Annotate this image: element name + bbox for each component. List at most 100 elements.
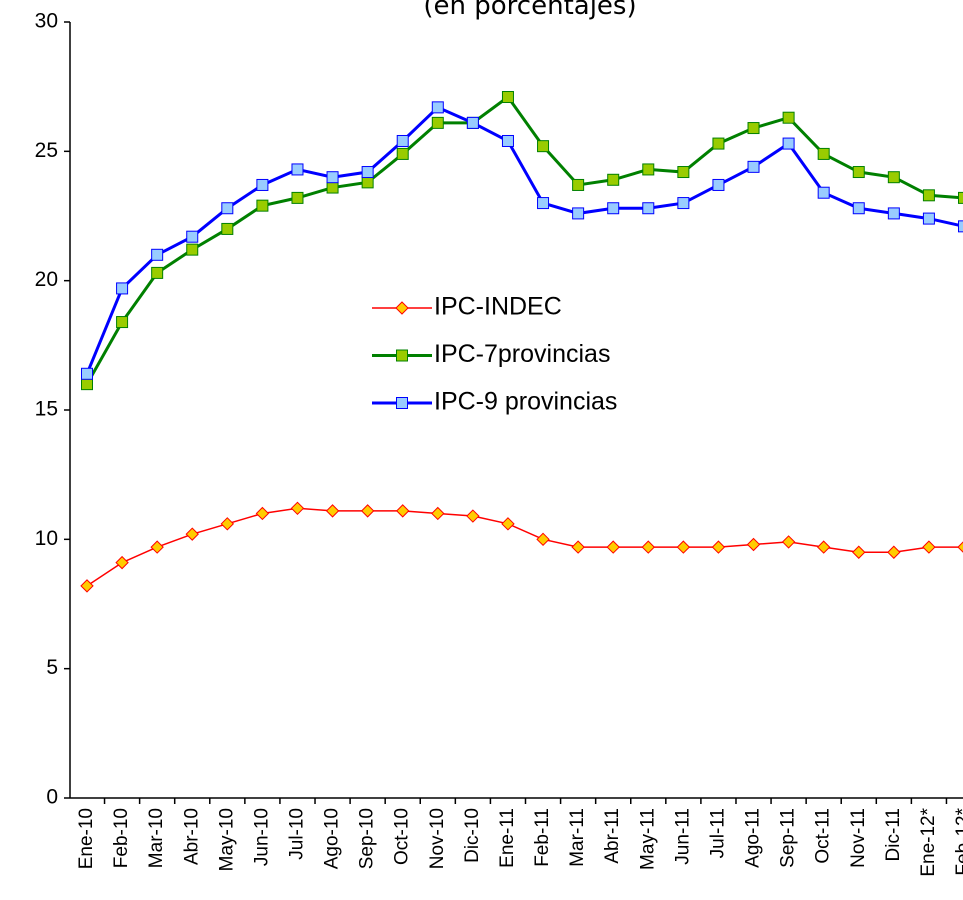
y-tick-label: 30 [35, 10, 58, 33]
data-point [712, 178, 725, 191]
x-tick-label: Ene-12* [918, 807, 939, 876]
x-tick-label: Jul-10 [286, 808, 307, 860]
x-tick-label: Feb-11 [532, 808, 553, 867]
data-point [221, 202, 234, 215]
data-point [747, 160, 760, 173]
x-tick-label: Jun-10 [251, 808, 272, 866]
data-point [501, 91, 514, 104]
data-point [150, 540, 164, 554]
data-point [887, 171, 900, 184]
y-tick-label: 5 [46, 656, 58, 679]
legend-marker [396, 349, 408, 362]
legend-label: IPC-7provincias [434, 340, 610, 368]
x-tick-label: Ene-11 [497, 808, 518, 868]
data-point [642, 202, 655, 215]
data-point [958, 220, 963, 233]
data-point [80, 579, 94, 593]
series-line [86, 507, 963, 587]
data-point [81, 378, 93, 391]
x-tick-label: Jun-11 [672, 808, 693, 865]
x-tick-label: Oct-10 [392, 808, 413, 865]
data-point [641, 540, 655, 554]
x-tick-label: Nov-11 [848, 808, 869, 868]
data-point [186, 230, 199, 243]
data-point [361, 166, 374, 179]
x-tick-label: Dic-11 [883, 808, 904, 862]
data-point [185, 527, 199, 541]
data-point [782, 137, 795, 150]
data-point [431, 506, 445, 521]
data-point [817, 186, 830, 199]
y-tick-label: 15 [35, 398, 58, 421]
data-point [572, 178, 585, 191]
data-point [325, 504, 340, 518]
data-point [255, 506, 270, 521]
x-tick-label: Dic-10 [462, 808, 483, 863]
y-tick-label: 10 [35, 527, 58, 550]
data-point [326, 171, 339, 184]
data-point [256, 178, 269, 191]
data-point [852, 202, 865, 215]
data-point [81, 367, 93, 380]
data-point [360, 504, 375, 518]
x-tick-label: Ago-10 [322, 808, 343, 869]
y-tick-label: 0 [46, 786, 58, 809]
data-point [291, 163, 304, 176]
data-point [431, 116, 444, 129]
chart-title: (en porcentajes) [423, 0, 636, 21]
data-point [571, 540, 585, 554]
x-tick-label: May-11 [637, 808, 658, 870]
series-line [85, 105, 963, 375]
data-point [466, 116, 479, 129]
legend-label: IPC-9 provincias [434, 388, 617, 416]
data-point [957, 541, 963, 553]
data-point [290, 501, 305, 516]
data-point [572, 207, 585, 220]
data-point [186, 243, 199, 256]
data-point [922, 189, 935, 202]
data-point [396, 504, 410, 518]
data-point [781, 535, 796, 549]
data-point [852, 545, 866, 559]
x-tick-label: Ago-11 [743, 808, 764, 868]
data-point [607, 202, 620, 215]
data-point [677, 166, 690, 179]
data-point [747, 122, 760, 135]
data-point [782, 111, 795, 124]
data-point [501, 517, 515, 531]
data-point [256, 199, 269, 212]
data-point [326, 181, 339, 194]
x-tick-label: Ene-10 [76, 808, 97, 869]
data-point [711, 540, 726, 554]
data-point [606, 540, 620, 554]
data-point [537, 140, 550, 153]
x-tick-label: Mar-10 [146, 808, 167, 868]
data-point [887, 545, 901, 559]
data-point [958, 191, 963, 204]
data-point [396, 147, 409, 160]
data-point [396, 134, 409, 147]
x-tick-label: Abr-10 [181, 808, 202, 865]
data-point [746, 537, 761, 552]
x-tick-label: Abr-11 [602, 808, 623, 864]
data-point [361, 176, 374, 189]
data-point [887, 207, 900, 220]
legend-marker [395, 301, 409, 315]
x-tick-label: Mar-11 [567, 808, 588, 867]
data-point [817, 147, 830, 160]
x-tick-label: May-10 [216, 808, 237, 871]
data-point [816, 540, 831, 554]
data-point [852, 166, 865, 179]
data-point [501, 134, 514, 147]
data-point [291, 191, 304, 204]
y-tick-label: 25 [35, 139, 58, 162]
data-point [537, 197, 550, 210]
data-point [536, 532, 550, 547]
x-tick-label: Jul-11 [707, 808, 728, 858]
data-point [677, 197, 690, 210]
data-point [151, 248, 164, 261]
data-point [116, 316, 129, 329]
data-point [922, 540, 936, 554]
legend-marker [396, 397, 408, 409]
